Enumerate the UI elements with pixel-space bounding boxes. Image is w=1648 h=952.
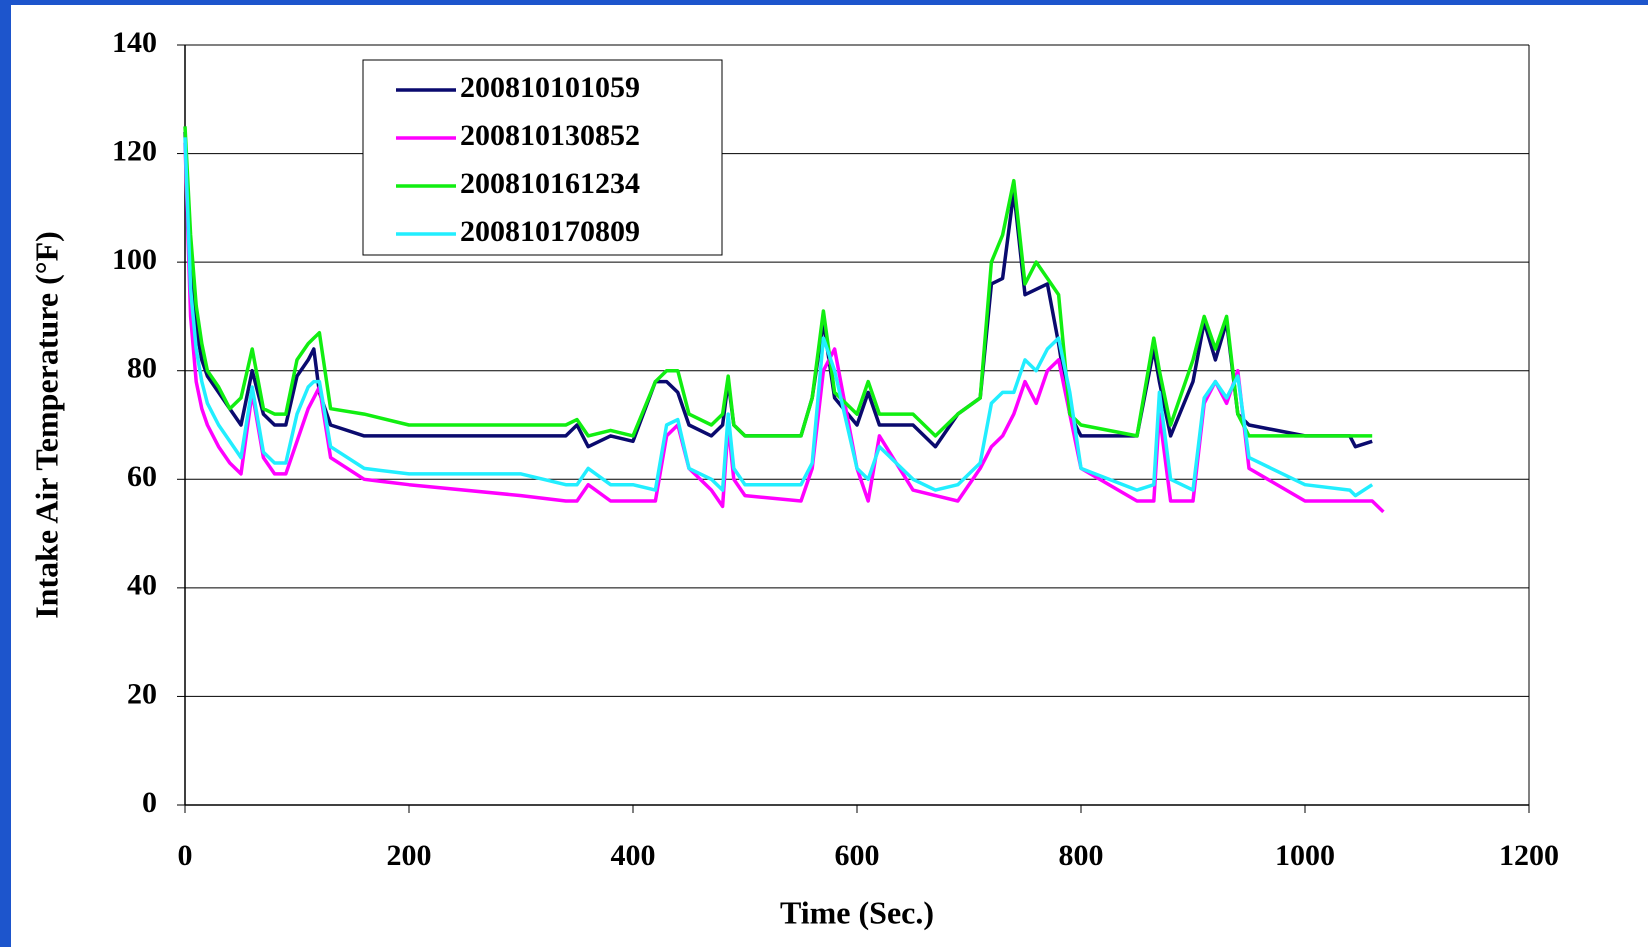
series-line xyxy=(183,137,1374,498)
frame-top xyxy=(0,0,1648,5)
x-tick-label: 800 xyxy=(1059,839,1104,872)
y-tick-label: 140 xyxy=(112,26,157,59)
y-tick-label: 0 xyxy=(142,786,157,819)
legend-label: 200810161234 xyxy=(460,167,640,200)
x-axis-title: Time (Sec.) xyxy=(780,894,934,930)
y-tick-label: 100 xyxy=(112,243,157,276)
x-tick-label: 600 xyxy=(835,839,880,872)
y-axis-title: Intake Air Temperature (°F) xyxy=(28,231,64,619)
y-tick-label: 120 xyxy=(112,134,157,167)
legend-label: 200810170809 xyxy=(460,215,640,248)
legend-box xyxy=(362,59,723,256)
x-tick-label: 1200 xyxy=(1499,839,1559,872)
series-line xyxy=(183,126,1373,438)
y-tick-label: 20 xyxy=(127,677,157,710)
y-tick-label: 60 xyxy=(127,460,157,493)
frame-left xyxy=(0,0,11,947)
x-tick-label: 400 xyxy=(611,839,656,872)
series-line xyxy=(183,142,1385,514)
x-tick-label: 0 xyxy=(178,839,193,872)
legend-label: 200810130852 xyxy=(460,119,640,152)
legend-label: 200810101059 xyxy=(460,71,640,104)
y-tick-label: 80 xyxy=(127,352,157,385)
y-tick-label: 40 xyxy=(127,569,157,602)
x-tick-label: 1000 xyxy=(1275,839,1335,872)
x-tick-label: 200 xyxy=(387,839,432,872)
